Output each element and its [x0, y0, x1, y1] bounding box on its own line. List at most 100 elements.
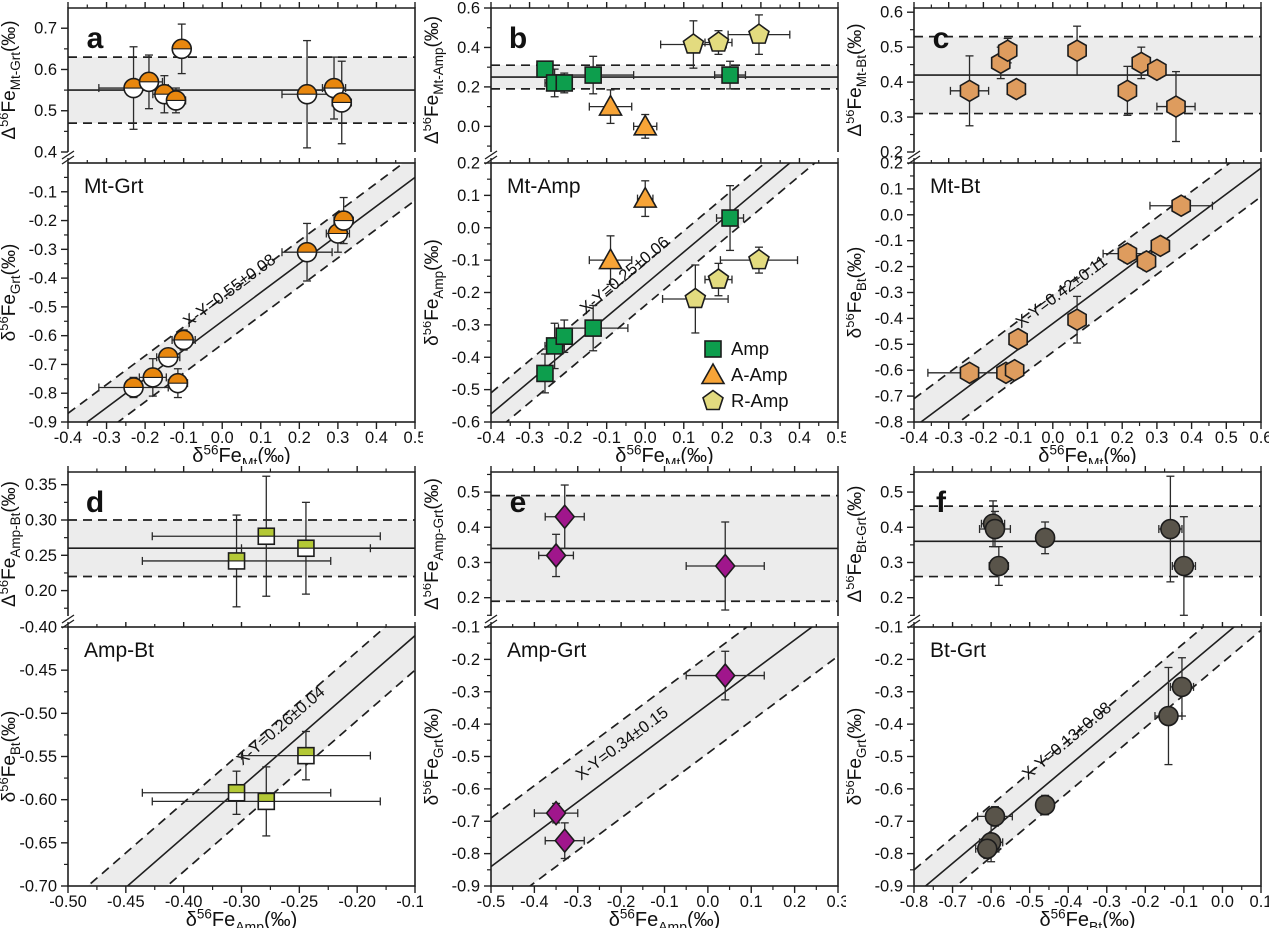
tick-label: 0.6 [880, 4, 903, 22]
R-Amp-point [748, 23, 770, 44]
legend-marker-Amp [704, 340, 722, 358]
y-axis-label-bottom: δ56FeAmp(‰) [423, 239, 446, 346]
tick-label: 0.2 [783, 893, 806, 911]
Amp-point [721, 209, 739, 227]
tick-label: 0.6 [34, 61, 57, 79]
tick-label: 0.1 [672, 429, 695, 447]
tick-label: 0.3 [827, 893, 846, 911]
tick-label: -0.5 [875, 336, 903, 354]
top-subplot-Bt-Grt: 0.2 0.3 0.4 0.5 f [880, 466, 1262, 629]
panel-letter: b [509, 22, 527, 55]
Bt-Grt-point [984, 518, 1006, 540]
tick-label: -0.5 [29, 298, 57, 316]
tick-label: -0.6 [452, 780, 480, 798]
tick-label: -0.7 [875, 388, 903, 406]
series-Amp-Grt [545, 662, 736, 854]
tick-label: 0.1 [1076, 429, 1099, 447]
x-axis-title: δ56FeMt(‰) [192, 443, 290, 464]
Mt-Bt-point [1166, 95, 1186, 118]
trend-dashed-line [491, 627, 749, 819]
bottom-subplot-Mt-Grt: X-Y=0.55±0.08-0.1-0.2-0.3-0.4-0.5-0.6-0.… [29, 158, 423, 447]
Amp-point [555, 327, 574, 346]
panel-e: 0.2 0.3 0.4 0.5 e Δ56FeAmp-Grt(‰) X-Y=0.34±0.1… [423, 464, 846, 928]
panel-letter: e [510, 486, 527, 519]
Amp-point [536, 60, 554, 78]
tick-label: -0.3 [875, 284, 903, 302]
series-Amp-Bt [227, 527, 315, 570]
x-axis-title: δ56FeAmp(‰) [609, 907, 721, 928]
tick-label: 0.5 [404, 429, 423, 447]
y-axis-label-top: Δ56FeMt-Bt(‰) [846, 23, 869, 136]
Mt-Bt-point [1136, 249, 1157, 273]
tick-label: -0.2 [452, 284, 480, 302]
bottom-subplot-Mt-Bt: X-Y=0.42±0.110.20.10.0-0.1-0.2-0.3-0.4-0… [875, 155, 1269, 448]
tick-label: 0.2 [711, 429, 734, 447]
series-A-Amp [598, 94, 658, 136]
top-subplot-Mt-Bt: 0.2 0.3 0.4 0.5 0.6 c [880, 2, 1262, 165]
x-axis-title: δ56FeMt(‰) [1038, 443, 1136, 464]
trend-band [68, 163, 415, 422]
trend-dashed-line [505, 163, 817, 422]
pair-label: Bt-Grt [930, 639, 986, 662]
series-Amp-Grt [545, 503, 736, 579]
A-Amp-point [598, 94, 623, 116]
Amp-Grt-point [554, 503, 576, 530]
axis-break [907, 614, 921, 624]
tick-label: -0.3 [29, 241, 57, 259]
Amp-point [555, 74, 574, 92]
axis-break [484, 150, 498, 160]
tick-label: -0.2 [875, 258, 903, 276]
tick-label: 0.6 [1250, 429, 1269, 447]
tick-label: -0.3 [452, 316, 480, 334]
y-axis-label-bottom: δ56FeBt(‰) [0, 711, 23, 803]
tick-label: 0.2 [457, 78, 480, 96]
tick-label: 0.1 [1250, 893, 1269, 911]
pair-label: Mt-Bt [930, 175, 980, 198]
tick-label: -0.2 [131, 429, 159, 447]
bottom-subplot-Mt-Amp: X-Y=0.25±0.060.20.10.0-0.1-0.2-0.3-0.4-0… [452, 155, 846, 448]
legend: Amp A-Amp R-Amp [700, 338, 789, 411]
Bt-Grt-point [1160, 518, 1181, 540]
series-Mt-Grt [123, 38, 353, 113]
tick-label: -0.45 [19, 662, 57, 680]
trend-line [919, 167, 1261, 422]
tick-label: 0.0 [1041, 429, 1064, 447]
Amp-Grt-point [545, 800, 567, 826]
Bt-Grt-point [1173, 555, 1195, 577]
tick-label: -0.4 [452, 349, 480, 367]
tick-label: -0.40 [19, 619, 57, 637]
y-axis-label-bottom: δ56FeGrt(‰) [423, 708, 446, 806]
pair-label: Mt-Grt [84, 175, 144, 198]
panel-letter: d [86, 486, 104, 519]
tick-label: 0.25 [25, 547, 57, 565]
tick-label: -0.8 [29, 385, 57, 403]
trend-band [491, 627, 838, 886]
axis-break [484, 614, 498, 624]
top-subplot-Amp-Grt: 0.2 0.3 0.4 0.5 e [457, 466, 839, 629]
Mt-Bt-point [1117, 242, 1138, 266]
tick-label: 0.3 [1145, 429, 1168, 447]
tick-label: 0.3 [880, 554, 903, 572]
pair-label: Mt-Amp [507, 175, 581, 198]
tick-label: -0.4 [520, 893, 548, 911]
tick-label: 0.0 [457, 219, 480, 237]
y-axis-label-bottom: δ56FeGrt(‰) [0, 244, 23, 342]
legend-marker-A-Amp [700, 362, 726, 385]
tick-label: -0.2 [554, 429, 582, 447]
top-subplot-Mt-Amp: 0.0 0.2 0.4 0.6 b [457, 0, 839, 165]
tick-label: 0.5 [34, 102, 57, 120]
tick-label: 0.4 [788, 429, 811, 447]
tick-label: -0.2 [607, 893, 635, 911]
Bt-Grt-point [1158, 705, 1179, 727]
tick-label: -0.4 [54, 429, 82, 447]
tick-label: -0.6 [452, 414, 480, 432]
trend-dashed-line [68, 163, 405, 415]
y-axis-label-bottom: δ56FeBt(‰) [846, 247, 869, 339]
tick-label: 0.2 [457, 155, 480, 173]
tick-label: -0.15 [396, 893, 423, 911]
tick-label: 0.1 [740, 893, 763, 911]
series-Amp [536, 60, 739, 92]
tick-label: 0.0 [696, 893, 719, 911]
R-Amp-point [684, 287, 707, 309]
tick-label: 0.2 [1111, 429, 1134, 447]
